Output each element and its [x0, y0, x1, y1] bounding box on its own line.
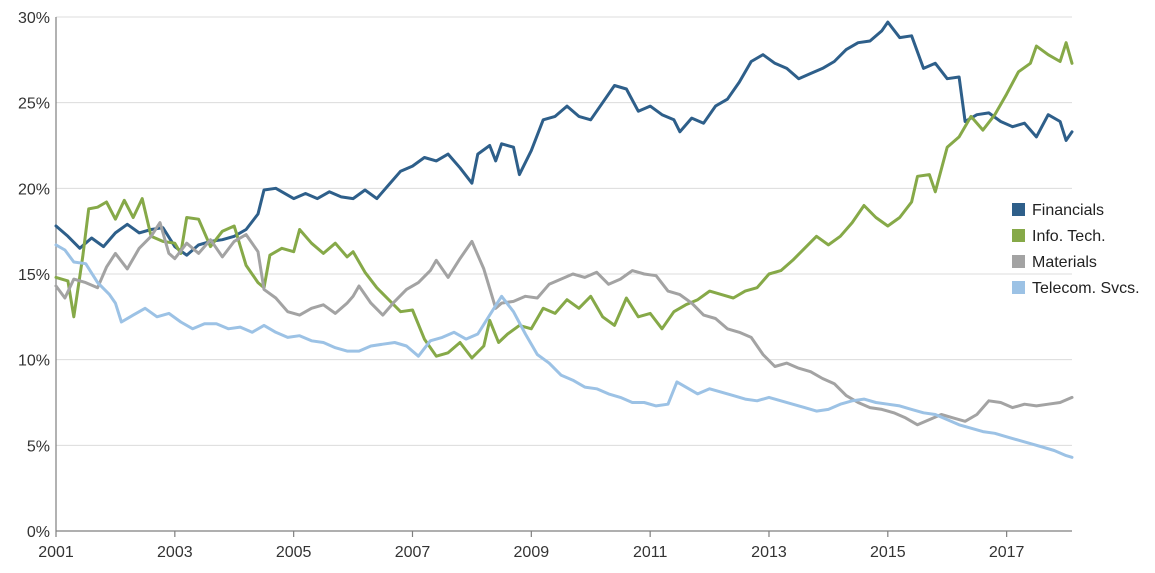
x-tick-label: 2003 — [157, 544, 193, 561]
x-tick-label: 2001 — [38, 544, 74, 561]
y-tick-label: 15% — [18, 267, 50, 284]
gridlines — [56, 16, 1072, 446]
legend-label: Materials — [1032, 254, 1097, 271]
y-tick-label: 0% — [27, 524, 50, 541]
series-line-0 — [54, 20, 1074, 257]
series-line-1 — [54, 41, 1074, 360]
x-tick-label: 2015 — [870, 544, 906, 561]
x-tick-label: 2005 — [276, 544, 312, 561]
legend-swatch — [1012, 229, 1025, 242]
x-tick-label: 2017 — [989, 544, 1025, 561]
axes: 0% 5% 10% 15% 20% 25% 30% 2001 2003 2005 2007 2009 2… — [18, 10, 1072, 561]
y-tick-label: 30% — [18, 10, 50, 27]
y-tick-label: 25% — [18, 96, 50, 113]
legend-swatch — [1012, 255, 1025, 268]
legend-label: Financials — [1032, 202, 1104, 219]
y-tick-label: 20% — [18, 181, 50, 198]
legend-label: Info. Tech. — [1032, 228, 1106, 245]
series-line-3 — [54, 243, 1074, 459]
legend-swatch — [1012, 281, 1025, 294]
series-line-2 — [54, 221, 1074, 427]
y-tick-label: 10% — [18, 353, 50, 370]
x-tick-label: 2007 — [395, 544, 431, 561]
x-tick-label: 2011 — [633, 544, 668, 561]
legend-label: Telecom. Svcs. — [1032, 280, 1140, 297]
x-tick-label: 2013 — [751, 544, 787, 561]
legend: Financials Info. Tech. Materials Telecom. S… — [1012, 202, 1140, 297]
series-lines — [54, 20, 1074, 459]
y-tick-label: 5% — [27, 438, 50, 455]
legend-swatch — [1012, 203, 1025, 216]
x-tick-label: 2009 — [514, 544, 550, 561]
